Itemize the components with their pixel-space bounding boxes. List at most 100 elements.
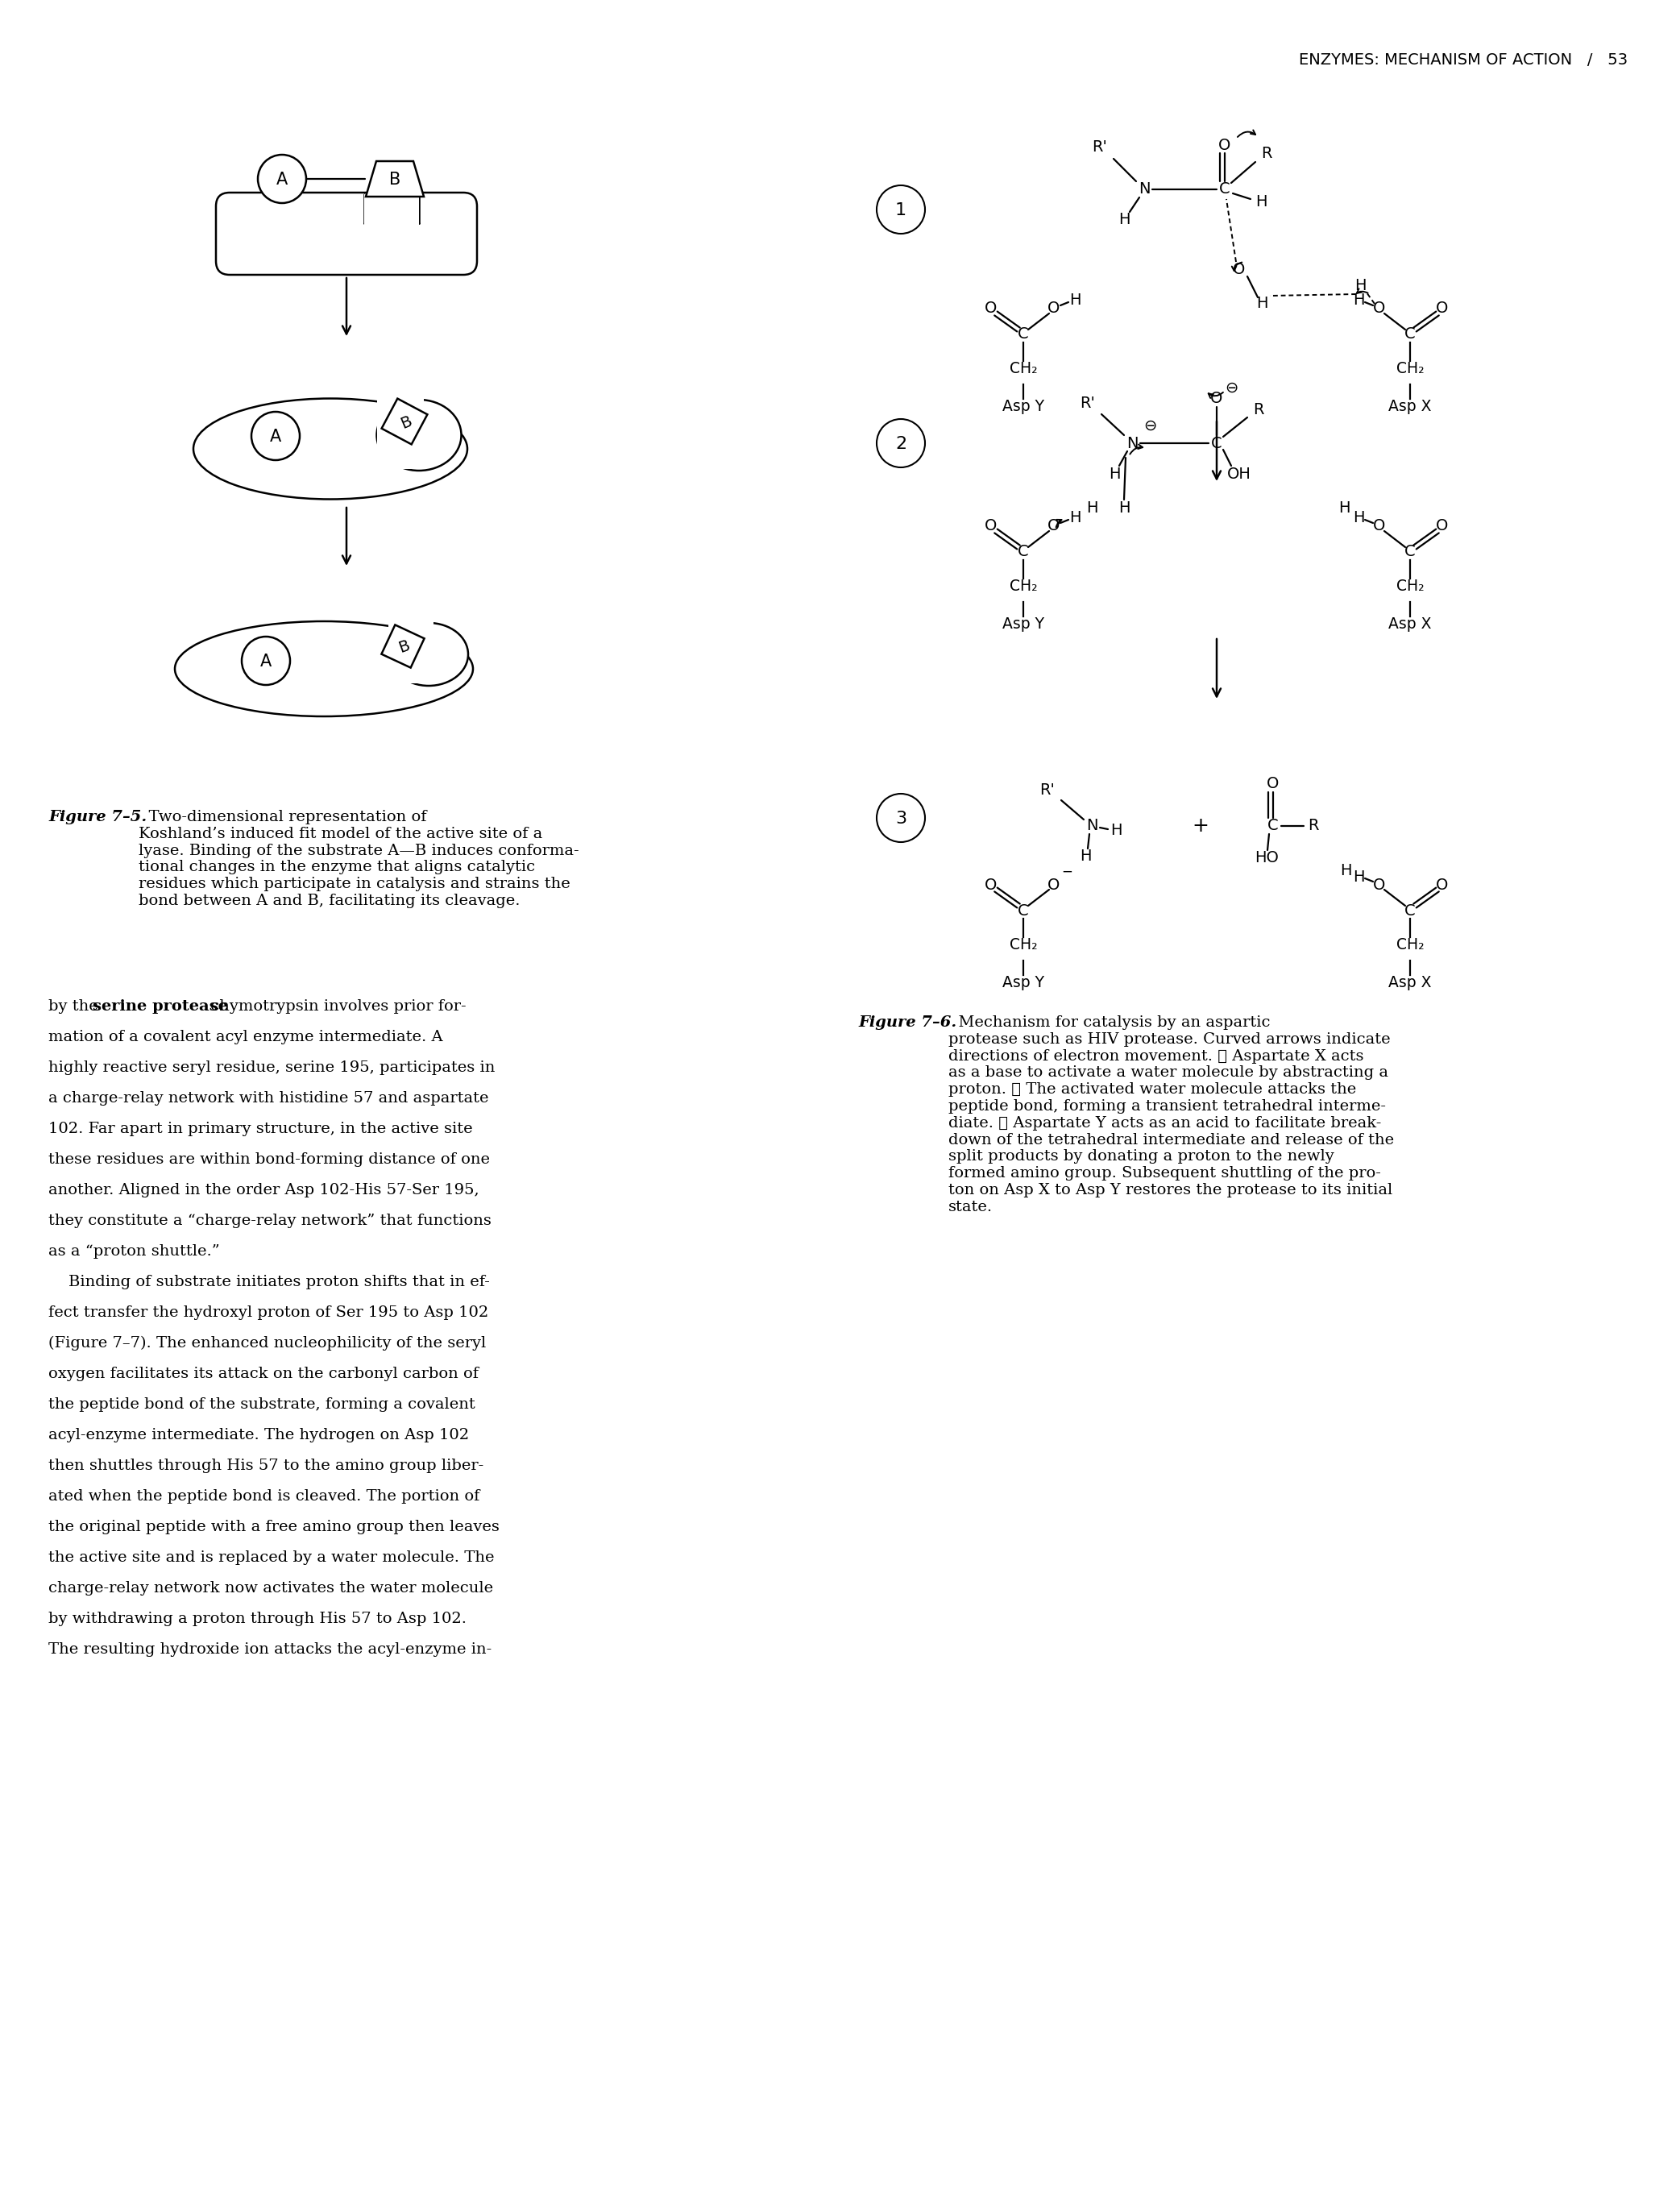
Text: highly reactive seryl residue, serine 195, participates in: highly reactive seryl residue, serine 19… xyxy=(49,1060,496,1075)
Text: R': R' xyxy=(1080,396,1095,411)
Text: Two-dimensional representation of
Koshland’s induced fit model of the active sit: Two-dimensional representation of Koshla… xyxy=(138,810,580,909)
Bar xyxy=(376,396,423,469)
Text: R': R' xyxy=(1040,783,1055,796)
Text: ENZYMES: MECHANISM OF ACTION   /   53: ENZYMES: MECHANISM OF ACTION / 53 xyxy=(1299,53,1628,69)
Text: 2: 2 xyxy=(895,436,907,451)
Text: H: H xyxy=(1352,869,1364,885)
Text: H: H xyxy=(1068,511,1080,526)
Text: O: O xyxy=(1373,301,1386,316)
Text: R: R xyxy=(1309,818,1319,834)
Text: O: O xyxy=(1233,263,1245,279)
Text: ⊖: ⊖ xyxy=(1225,380,1238,396)
Bar xyxy=(388,622,433,684)
Text: by the: by the xyxy=(49,1000,102,1013)
Text: O: O xyxy=(1436,878,1448,891)
Text: O: O xyxy=(1436,301,1448,316)
Text: H: H xyxy=(1119,500,1131,515)
Text: O: O xyxy=(984,518,998,533)
Ellipse shape xyxy=(175,622,474,717)
Text: R': R' xyxy=(1092,139,1107,155)
Text: these residues are within bond-forming distance of one: these residues are within bond-forming d… xyxy=(49,1152,491,1168)
Text: another. Aligned in the order Asp 102-His 57-Ser 195,: another. Aligned in the order Asp 102-Hi… xyxy=(49,1183,479,1197)
Text: Asp X: Asp X xyxy=(1388,617,1431,633)
Text: C: C xyxy=(1404,544,1416,560)
Text: A: A xyxy=(276,173,287,188)
Circle shape xyxy=(877,794,926,843)
Text: H: H xyxy=(1352,292,1364,307)
Text: charge-relay network now activates the water molecule: charge-relay network now activates the w… xyxy=(49,1582,494,1595)
Text: Asp Y: Asp Y xyxy=(1003,975,1045,991)
Text: H: H xyxy=(1354,279,1366,294)
Text: H: H xyxy=(1119,212,1131,228)
Text: ⊖: ⊖ xyxy=(1142,418,1156,434)
Text: The resulting hydroxide ion attacks the acyl-enzyme in-: The resulting hydroxide ion attacks the … xyxy=(49,1641,492,1657)
Bar xyxy=(365,195,418,226)
Text: O: O xyxy=(1048,878,1060,891)
Text: B: B xyxy=(390,173,400,188)
Text: H: H xyxy=(1110,823,1122,838)
Text: CH₂: CH₂ xyxy=(1010,361,1037,376)
Text: C: C xyxy=(1404,327,1416,343)
Text: O: O xyxy=(1211,392,1223,407)
Text: they constitute a “charge-relay network” that functions: they constitute a “charge-relay network”… xyxy=(49,1214,492,1228)
Text: O: O xyxy=(1373,878,1386,891)
Text: H: H xyxy=(1068,292,1080,307)
Text: B: B xyxy=(398,414,413,431)
Polygon shape xyxy=(381,398,427,445)
Text: mation of a covalent acyl enzyme intermediate. A: mation of a covalent acyl enzyme interme… xyxy=(49,1031,444,1044)
Text: serine protease: serine protease xyxy=(92,1000,228,1013)
Text: 3: 3 xyxy=(895,810,907,827)
Text: O: O xyxy=(1048,301,1060,316)
Text: C: C xyxy=(1211,436,1221,451)
Text: C: C xyxy=(1018,544,1028,560)
Text: H: H xyxy=(1339,863,1351,878)
Text: O: O xyxy=(1048,518,1060,533)
Text: ated when the peptide bond is cleaved. The portion of: ated when the peptide bond is cleaved. T… xyxy=(49,1489,480,1504)
Text: acyl-enzyme intermediate. The hydrogen on Asp 102: acyl-enzyme intermediate. The hydrogen o… xyxy=(49,1429,469,1442)
Text: O: O xyxy=(1218,137,1231,153)
Text: O: O xyxy=(1267,776,1278,792)
Text: C: C xyxy=(1018,902,1028,918)
Text: C: C xyxy=(1018,327,1028,343)
Text: H: H xyxy=(1109,467,1121,482)
Text: −: − xyxy=(1062,865,1072,878)
Text: C: C xyxy=(1404,902,1416,918)
Circle shape xyxy=(877,418,926,467)
Text: Asp Y: Asp Y xyxy=(1003,617,1045,633)
Text: oxygen facilitates its attack on the carbonyl carbon of: oxygen facilitates its attack on the car… xyxy=(49,1367,479,1380)
Polygon shape xyxy=(366,161,423,197)
Text: A: A xyxy=(260,653,272,670)
Text: O: O xyxy=(1373,518,1386,533)
Text: CH₂: CH₂ xyxy=(1396,938,1425,953)
Text: O: O xyxy=(1436,518,1448,533)
Circle shape xyxy=(877,186,926,234)
Text: R: R xyxy=(1262,146,1272,161)
Text: a charge-relay network with histidine 57 and aspartate: a charge-relay network with histidine 57… xyxy=(49,1091,489,1106)
Text: as a “proton shuttle.”: as a “proton shuttle.” xyxy=(49,1243,220,1259)
Text: by withdrawing a proton through His 57 to Asp 102.: by withdrawing a proton through His 57 t… xyxy=(49,1613,467,1626)
Text: N: N xyxy=(1139,181,1151,197)
Text: C: C xyxy=(1220,181,1230,197)
Ellipse shape xyxy=(193,398,467,500)
Text: H: H xyxy=(1339,500,1349,515)
FancyBboxPatch shape xyxy=(217,192,477,274)
Text: Asp X: Asp X xyxy=(1388,975,1431,991)
Text: H: H xyxy=(1352,511,1364,526)
Text: CH₂: CH₂ xyxy=(1396,361,1425,376)
Text: Asp X: Asp X xyxy=(1388,398,1431,414)
Circle shape xyxy=(257,155,306,204)
Text: Mechanism for catalysis by an aspartic
protease such as HIV protease. Curved arr: Mechanism for catalysis by an aspartic p… xyxy=(949,1015,1394,1214)
Ellipse shape xyxy=(390,624,469,686)
Ellipse shape xyxy=(376,400,462,471)
Text: O: O xyxy=(984,301,998,316)
Text: CH₂: CH₂ xyxy=(1396,580,1425,593)
Text: B: B xyxy=(396,637,412,657)
Text: the original peptide with a free amino group then leaves: the original peptide with a free amino g… xyxy=(49,1520,499,1535)
Text: H: H xyxy=(1255,195,1267,210)
Text: 1: 1 xyxy=(895,201,907,219)
Polygon shape xyxy=(381,624,425,668)
Text: the active site and is replaced by a water molecule. The: the active site and is replaced by a wat… xyxy=(49,1551,494,1564)
Text: A: A xyxy=(270,429,281,445)
Text: Figure 7–6.: Figure 7–6. xyxy=(858,1015,956,1031)
Circle shape xyxy=(242,637,291,686)
